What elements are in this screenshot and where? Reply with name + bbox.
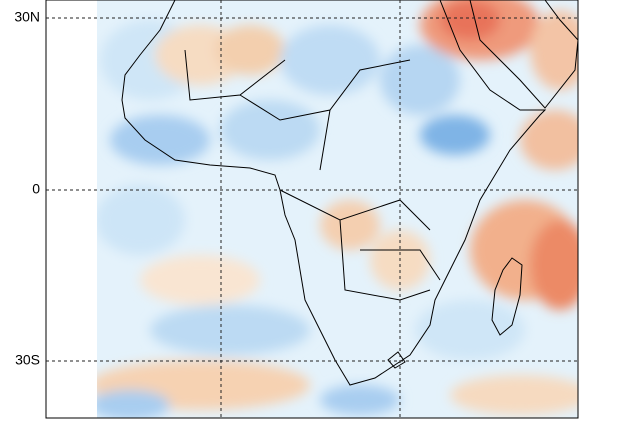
latitude-label: 30S	[15, 352, 40, 368]
map-frame	[45, 0, 579, 419]
coastlines	[121, 0, 578, 386]
latitude-label: 30N	[14, 9, 40, 25]
anomaly-field	[97, 0, 578, 418]
latitude-label: 0	[32, 181, 40, 197]
